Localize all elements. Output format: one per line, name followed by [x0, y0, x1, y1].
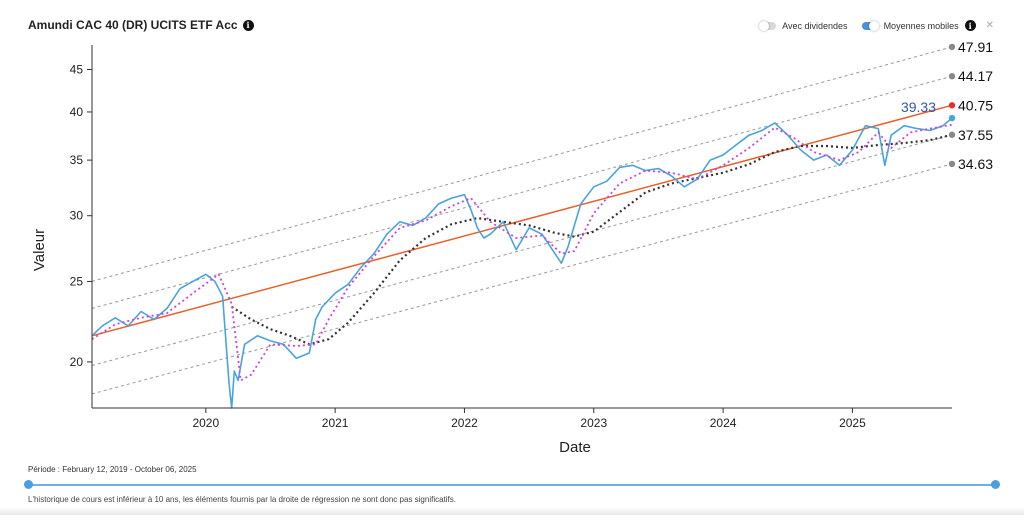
end-marker — [948, 131, 956, 138]
moving-averages-label: Moyennes mobiles — [883, 20, 959, 31]
end-value-label: 34.63 — [958, 156, 993, 172]
long-moving-average-line — [231, 133, 953, 346]
x-tick-label: 2025 — [839, 416, 866, 430]
bottom-shadow — [0, 507, 1024, 515]
moving-averages-toggle[interactable] — [861, 20, 879, 31]
channel-upper-1-line — [91, 75, 953, 309]
y-tick-label: 45 — [70, 62, 84, 76]
x-tick-label: 2022 — [451, 416, 478, 430]
end-marker — [948, 43, 956, 51]
disclaimer-note: L'historique de cours est inférieur à 10… — [28, 495, 456, 504]
channel-lower-2-line — [91, 163, 953, 395]
chart-toggles: Avec dividendes Moyennes mobiles i ✕ — [759, 20, 994, 31]
y-tick-label: 40 — [70, 105, 84, 119]
slider-handle-right[interactable] — [991, 480, 1000, 489]
x-tick-label: 2021 — [322, 416, 349, 430]
y-axis-label: Valeur — [31, 229, 48, 271]
info-icon[interactable]: i — [242, 19, 254, 31]
dividends-toggle[interactable] — [759, 20, 777, 31]
end-marker — [948, 102, 956, 109]
dividends-label: Avec dividendes — [782, 20, 848, 31]
end-marker — [948, 73, 956, 80]
x-tick-label: 2023 — [580, 416, 607, 430]
expand-icon[interactable]: ✕ — [985, 20, 994, 31]
last-price-label: 39.33 — [901, 99, 936, 115]
regression-line — [91, 104, 953, 337]
short-moving-average-line — [91, 123, 953, 382]
y-tick-label: 30 — [70, 209, 84, 223]
chart-end-labels: 47.91 44.17 40.75 37.55 34.63 39.33 — [901, 40, 993, 172]
x-axis-label: Date — [559, 439, 591, 456]
end-value-label: 37.55 — [958, 127, 993, 143]
y-tick-label: 20 — [70, 355, 84, 369]
y-tick-label: 35 — [70, 153, 84, 167]
chart-series — [91, 104, 953, 409]
y-tick-label: 25 — [70, 274, 84, 288]
x-tick-label: 2024 — [710, 416, 737, 430]
moving-averages-info-icon[interactable]: i — [964, 20, 976, 31]
end-value-label: 40.75 — [958, 97, 993, 113]
slider-handle-left[interactable] — [24, 480, 33, 489]
period-text: Période : February 12, 2019 - October 06… — [28, 465, 197, 474]
price-line — [91, 117, 953, 409]
channel-upper-2-line — [91, 46, 953, 282]
chart-channel-lines — [91, 46, 953, 395]
period-slider[interactable] — [24, 480, 1000, 489]
channel-lower-1-line — [91, 134, 953, 366]
end-marker — [948, 160, 956, 168]
end-value-label: 44.17 — [958, 68, 993, 84]
last-price-marker — [948, 114, 956, 122]
end-value-label: 47.91 — [958, 40, 993, 55]
chart-header: Amundi CAC 40 (DR) UCITS ETF Acc i — [28, 18, 254, 32]
x-tick-label: 2020 — [192, 416, 219, 430]
chart-title: Amundi CAC 40 (DR) UCITS ETF Acc — [28, 18, 238, 32]
